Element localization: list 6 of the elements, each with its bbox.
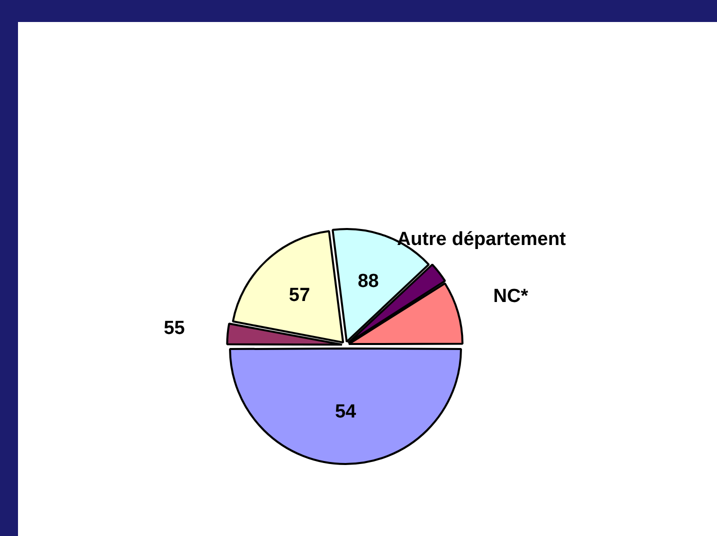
slice-label: 57 [288,285,310,306]
slice-label: Autre département [396,228,567,250]
slice-label: NC* [493,286,529,308]
slice-label: 55 [164,318,186,340]
slice-label: 54 [334,401,356,422]
slice-label: 88 [358,271,379,292]
